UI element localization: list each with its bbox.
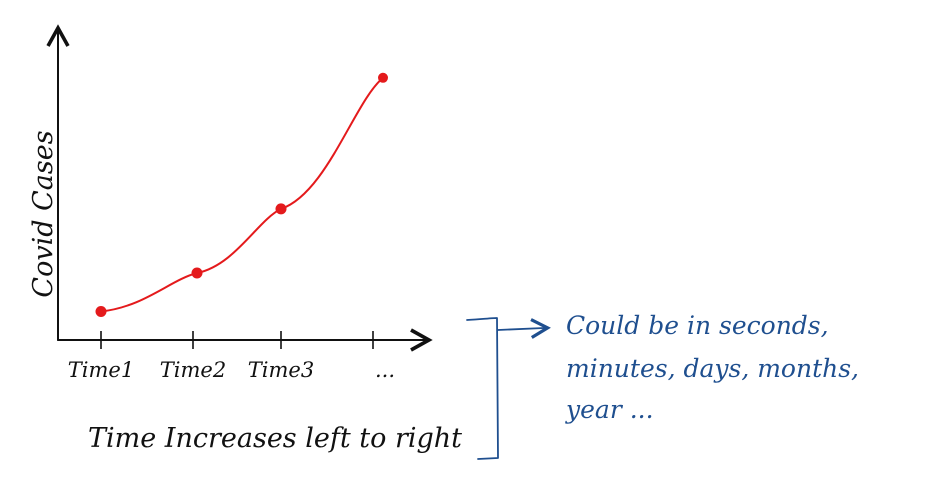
- data-point-1: [95, 306, 107, 317]
- ticks-group: Time1 Time2 Time3...: [68, 331, 395, 382]
- x-tick-label-1: Time1: [68, 358, 134, 382]
- x-tick-label-3: Time3: [248, 358, 314, 382]
- y-axis-label: Covid Cases: [28, 130, 59, 297]
- x-tick-label-2: Time2: [160, 358, 226, 382]
- x-axis-label: Time Increases left to right: [88, 423, 462, 454]
- data-point-4: [378, 72, 388, 83]
- x-tick-label-4: ...: [375, 358, 395, 382]
- series-group: [95, 72, 388, 317]
- annotation-group: Could be in seconds, minutes, days, mont…: [466, 311, 859, 460]
- covid-cases-line: [100, 76, 384, 313]
- data-point-3: [275, 203, 287, 215]
- annotation-line-3: year ...: [565, 395, 654, 424]
- annotation-arrow: [497, 318, 551, 339]
- annotation-line-2: minutes, days, months,: [566, 354, 859, 383]
- data-point-2: [191, 267, 203, 279]
- annotation-bracket: [466, 317, 499, 460]
- axes-group: [46, 24, 433, 352]
- annotation-line-1: Could be in seconds,: [566, 311, 829, 340]
